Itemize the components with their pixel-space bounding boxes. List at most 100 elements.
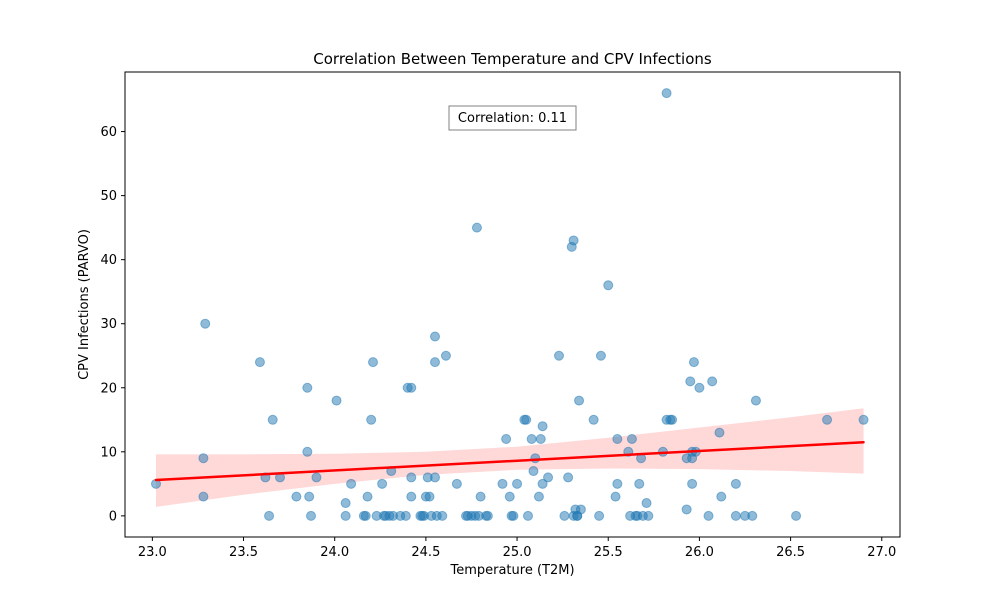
- data-point: [264, 510, 275, 521]
- data-point: [575, 504, 586, 515]
- data-point: [523, 510, 533, 521]
- data-point: [641, 498, 652, 509]
- data-point: [406, 382, 417, 393]
- data-point: [563, 472, 574, 483]
- x-tick-label: 23.5: [229, 545, 258, 560]
- data-point: [568, 235, 579, 246]
- data-point: [302, 382, 313, 393]
- data-point: [331, 395, 342, 406]
- data-point: [750, 395, 761, 406]
- data-point: [521, 414, 532, 425]
- annotation-text: Correlation: 0.11: [458, 111, 567, 126]
- data-point: [533, 491, 544, 502]
- data-point: [406, 491, 417, 502]
- regression-line: [154, 440, 865, 482]
- data-point: [730, 478, 741, 489]
- data-point: [595, 350, 606, 361]
- data-point: [366, 414, 377, 425]
- data-point: [340, 510, 351, 521]
- data-point: [703, 510, 714, 521]
- data-point: [791, 510, 802, 521]
- data-point: [554, 350, 564, 361]
- data-point: [858, 414, 869, 425]
- data-point: [716, 491, 727, 502]
- data-point: [730, 510, 741, 521]
- data-point: [594, 510, 605, 521]
- data-point: [471, 222, 482, 233]
- chart-title: Correlation Between Temperature and CPV …: [313, 50, 712, 68]
- data-point: [643, 510, 654, 521]
- data-point: [302, 446, 313, 457]
- data-point: [362, 491, 373, 502]
- data-point: [306, 510, 316, 521]
- y-tick-label: 60: [100, 125, 117, 140]
- data-point: [661, 88, 672, 99]
- data-point: [612, 478, 623, 489]
- data-point: [200, 318, 211, 329]
- data-point: [360, 510, 371, 521]
- data-point: [626, 434, 637, 444]
- data-point: [311, 472, 322, 483]
- correlation-annotation: Correlation: 0.11: [448, 105, 577, 131]
- x-tick-label: 26.5: [776, 545, 805, 560]
- x-tick-label: 24.5: [411, 545, 440, 560]
- data-point: [685, 376, 696, 387]
- y-tick-label: 20: [100, 381, 117, 396]
- data-point: [667, 414, 678, 425]
- data-point: [714, 427, 725, 438]
- data-point: [424, 491, 435, 502]
- data-point: [451, 478, 462, 489]
- x-tick-label: 24.0: [320, 545, 349, 560]
- data-point: [437, 510, 448, 521]
- x-tick-label: 27.0: [867, 545, 896, 560]
- data-point: [681, 504, 692, 515]
- x-tick-label: 25.0: [503, 545, 532, 560]
- data-point: [475, 491, 486, 502]
- data-point: [198, 491, 209, 502]
- data-point: [612, 434, 623, 444]
- data-point: [304, 491, 315, 502]
- y-tick-label: 30: [100, 317, 117, 332]
- plot-frame: [124, 71, 901, 538]
- data-point: [528, 466, 539, 477]
- data-point: [747, 510, 758, 521]
- data-point: [430, 331, 440, 342]
- points-layer: [151, 88, 869, 521]
- y-tick-label: 0: [109, 509, 117, 524]
- data-point: [267, 414, 278, 425]
- data-point: [430, 357, 440, 368]
- x-tick-label: 23.0: [138, 545, 167, 560]
- data-point: [482, 510, 493, 521]
- x-axis-title: Temperature (T2M): [449, 563, 574, 578]
- fit-line-layer: [154, 440, 865, 482]
- data-point: [512, 478, 523, 489]
- y-tick-label: 40: [100, 253, 117, 268]
- data-point: [440, 350, 451, 361]
- x-tick-label: 26.0: [685, 545, 714, 560]
- data-point: [400, 510, 411, 521]
- data-point: [198, 453, 209, 464]
- data-point: [537, 421, 548, 432]
- y-axis-title: CPV Infections (PARVO): [77, 229, 92, 380]
- data-point: [501, 434, 512, 444]
- data-point: [340, 498, 351, 509]
- data-point: [694, 382, 705, 393]
- data-point: [377, 478, 388, 489]
- y-axis-ticks: 0 10 20 30 40 50 60: [100, 125, 125, 524]
- y-tick-label: 50: [100, 189, 117, 204]
- data-point: [559, 510, 570, 521]
- data-point: [574, 395, 585, 406]
- data-point: [526, 434, 537, 444]
- data-point: [508, 510, 519, 521]
- data-point: [543, 472, 554, 483]
- data-point: [688, 357, 699, 368]
- data-point: [430, 472, 440, 483]
- data-point: [588, 414, 599, 425]
- x-tick-label: 25.5: [594, 545, 623, 560]
- x-axis-ticks: 23.0 23.5 24.0 24.5 25.0 25.5 26.0 26.5 27.0: [138, 537, 896, 560]
- data-point: [504, 491, 515, 502]
- confidence-band: [156, 408, 864, 507]
- data-point: [406, 472, 417, 483]
